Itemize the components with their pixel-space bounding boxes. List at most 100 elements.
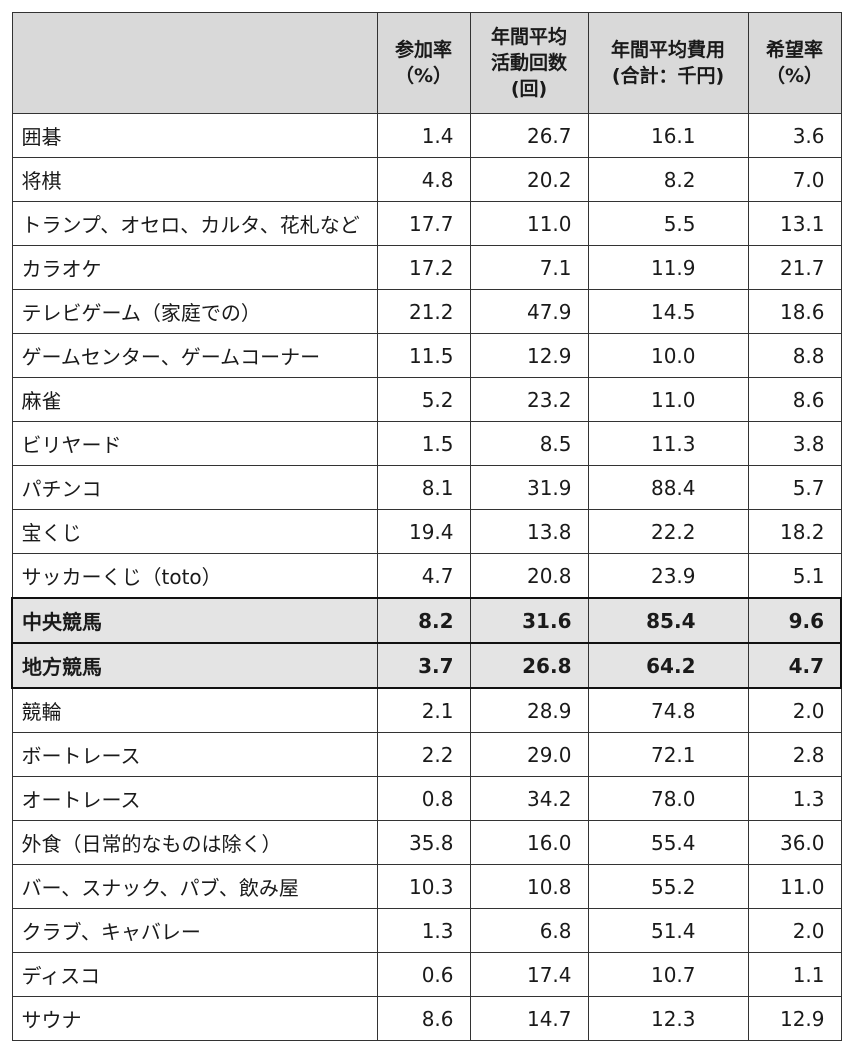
desire-cell: 18.6: [747, 289, 842, 334]
activity-name-cell: カラオケ: [11, 245, 378, 290]
participation-cell: 1.3: [376, 908, 471, 953]
cost-cell: 11.0: [587, 377, 749, 422]
frequency-cell: 26.8: [469, 642, 589, 689]
frequency-cell: 23.2: [469, 377, 589, 422]
activity-name-cell: 競輪: [11, 687, 378, 733]
desire-cell: 8.6: [747, 377, 842, 422]
desire-cell: 2.0: [747, 908, 842, 953]
desire-cell: 2.0: [747, 687, 842, 733]
table-row: バー、スナック、パブ、飲み屋 10.3 10.8 55.2 11.0: [11, 864, 842, 909]
header-row: 参加率 （%） 年間平均 活動回数 (回) 年間平均費用 (合計：千円) 希望率 （%）: [11, 12, 842, 114]
header-participation: 参加率 （%）: [376, 12, 471, 114]
activity-name-cell: トランプ、オセロ、カルタ、花札など: [11, 201, 378, 246]
table-row: サウナ 8.6 14.7 12.3 12.9: [11, 996, 842, 1041]
participation-cell: 4.8: [376, 157, 471, 202]
participation-cell: 17.7: [376, 201, 471, 246]
cost-cell: 23.9: [587, 553, 749, 599]
cost-cell: 64.2: [587, 642, 749, 689]
frequency-cell: 16.0: [469, 820, 589, 865]
table-row: オートレース 0.8 34.2 78.0 1.3: [11, 776, 842, 821]
frequency-cell: 8.5: [469, 421, 589, 466]
participation-cell: 2.2: [376, 732, 471, 777]
frequency-cell: 7.1: [469, 245, 589, 290]
table-row: カラオケ 17.2 7.1 11.9 21.7: [11, 245, 842, 290]
table-row: 地方競馬 3.7 26.8 64.2 4.7: [11, 642, 842, 689]
table-row: ビリヤード 1.5 8.5 11.3 3.8: [11, 421, 842, 466]
cost-cell: 51.4: [587, 908, 749, 953]
participation-cell: 8.2: [376, 597, 471, 644]
table-row: ディスコ 0.6 17.4 10.7 1.1: [11, 952, 842, 997]
cost-cell: 10.7: [587, 952, 749, 997]
participation-cell: 1.5: [376, 421, 471, 466]
table-row: 麻雀 5.2 23.2 11.0 8.6: [11, 377, 842, 422]
frequency-cell: 34.2: [469, 776, 589, 821]
table-row: 将棋 4.8 20.2 8.2 7.0: [11, 157, 842, 202]
table-row: サッカーくじ（toto） 4.7 20.8 23.9 5.1: [11, 553, 842, 599]
activity-name-cell: 宝くじ: [11, 509, 378, 554]
cost-cell: 14.5: [587, 289, 749, 334]
activity-name-cell: 麻雀: [11, 377, 378, 422]
desire-cell: 8.8: [747, 333, 842, 378]
desire-cell: 12.9: [747, 996, 842, 1041]
desire-cell: 9.6: [747, 597, 842, 644]
activity-name-cell: 外食（日常的なものは除く）: [11, 820, 378, 865]
participation-cell: 3.7: [376, 642, 471, 689]
frequency-cell: 47.9: [469, 289, 589, 334]
cost-cell: 10.0: [587, 333, 749, 378]
table-row: トランプ、オセロ、カルタ、花札など 17.7 11.0 5.5 13.1: [11, 201, 842, 246]
activity-name-cell: バー、スナック、パブ、飲み屋: [11, 864, 378, 909]
desire-cell: 1.1: [747, 952, 842, 997]
desire-cell: 11.0: [747, 864, 842, 909]
activity-name-cell: クラブ、キャバレー: [11, 908, 378, 953]
table-row: 囲碁 1.4 26.7 16.1 3.6: [11, 113, 842, 158]
cost-cell: 11.9: [587, 245, 749, 290]
cost-cell: 11.3: [587, 421, 749, 466]
frequency-cell: 17.4: [469, 952, 589, 997]
activity-name-cell: テレビゲーム（家庭での）: [11, 289, 378, 334]
cost-cell: 55.4: [587, 820, 749, 865]
frequency-cell: 10.8: [469, 864, 589, 909]
frequency-cell: 31.9: [469, 465, 589, 510]
header-cost: 年間平均費用 (合計：千円): [587, 12, 749, 114]
table-row: クラブ、キャバレー 1.3 6.8 51.4 2.0: [11, 908, 842, 953]
desire-cell: 3.6: [747, 113, 842, 158]
desire-cell: 2.8: [747, 732, 842, 777]
desire-cell: 1.3: [747, 776, 842, 821]
participation-cell: 1.4: [376, 113, 471, 158]
activity-name-cell: オートレース: [11, 776, 378, 821]
leisure-activity-table: 参加率 （%） 年間平均 活動回数 (回) 年間平均費用 (合計：千円) 希望率 （%） …: [11, 12, 842, 1041]
activity-name-cell: 将棋: [11, 157, 378, 202]
header-frequency: 年間平均 活動回数 (回): [469, 12, 589, 114]
participation-cell: 0.6: [376, 952, 471, 997]
desire-cell: 36.0: [747, 820, 842, 865]
table-row: 外食（日常的なものは除く） 35.8 16.0 55.4 36.0: [11, 820, 842, 865]
desire-cell: 4.7: [747, 642, 842, 689]
participation-cell: 8.6: [376, 996, 471, 1041]
participation-cell: 4.7: [376, 553, 471, 599]
header-desire: 希望率 （%）: [747, 12, 842, 114]
cost-cell: 5.5: [587, 201, 749, 246]
participation-cell: 19.4: [376, 509, 471, 554]
participation-cell: 11.5: [376, 333, 471, 378]
participation-cell: 5.2: [376, 377, 471, 422]
activity-name-cell: ゲームセンター、ゲームコーナー: [11, 333, 378, 378]
cost-cell: 72.1: [587, 732, 749, 777]
table-row: ゲームセンター、ゲームコーナー 11.5 12.9 10.0 8.8: [11, 333, 842, 378]
cost-cell: 22.2: [587, 509, 749, 554]
frequency-cell: 26.7: [469, 113, 589, 158]
desire-cell: 5.7: [747, 465, 842, 510]
frequency-cell: 6.8: [469, 908, 589, 953]
activity-name-cell: ビリヤード: [11, 421, 378, 466]
frequency-cell: 14.7: [469, 996, 589, 1041]
activity-name-cell: ディスコ: [11, 952, 378, 997]
activity-name-cell: 囲碁: [11, 113, 378, 158]
table-row: パチンコ 8.1 31.9 88.4 5.7: [11, 465, 842, 510]
activity-name-cell: 地方競馬: [11, 642, 378, 689]
activity-name-cell: サウナ: [11, 996, 378, 1041]
participation-cell: 21.2: [376, 289, 471, 334]
frequency-cell: 31.6: [469, 597, 589, 644]
cost-cell: 74.8: [587, 687, 749, 733]
cost-cell: 12.3: [587, 996, 749, 1041]
table-row: 中央競馬 8.2 31.6 85.4 9.6: [11, 597, 842, 644]
desire-cell: 3.8: [747, 421, 842, 466]
